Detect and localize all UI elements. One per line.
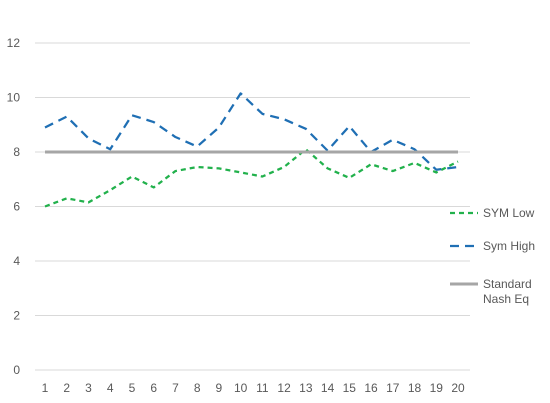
x-tick-label: 6 [150, 381, 157, 395]
x-tick-label: 13 [299, 381, 313, 395]
x-tick-label: 1 [42, 381, 49, 395]
x-tick-label: 5 [129, 381, 136, 395]
x-tick-label: 16 [364, 381, 378, 395]
series-lines [44, 92, 459, 208]
y-tick-label: 6 [13, 200, 20, 214]
y-tick-label: 4 [13, 254, 20, 268]
x-tick-label: 18 [408, 381, 422, 395]
gridlines [35, 42, 470, 371]
legend-label: Nash Eq [483, 292, 529, 306]
x-tick-label: 3 [85, 381, 92, 395]
y-tick-label: 0 [13, 363, 20, 377]
y-tick-label: 10 [7, 91, 21, 105]
x-tick-label: 9 [216, 381, 223, 395]
x-tick-label: 15 [343, 381, 357, 395]
x-tick-label: 10 [234, 381, 248, 395]
x-tick-label: 11 [256, 381, 269, 395]
legend-label: Sym High [483, 239, 535, 253]
x-tick-label: 2 [63, 381, 70, 395]
y-tick-label: 12 [7, 36, 21, 50]
x-tick-label: 12 [277, 381, 291, 395]
y-axis-ticks: 0 2 4 6 8 10 12 [7, 36, 21, 377]
x-tick-label: 4 [107, 381, 114, 395]
series-line-1 [44, 92, 459, 171]
x-tick-label: 19 [430, 381, 444, 395]
y-tick-label: 8 [13, 145, 20, 159]
x-tick-label: 17 [386, 381, 400, 395]
legend-label: Standard [483, 277, 532, 291]
y-tick-label: 2 [13, 309, 20, 323]
x-tick-label: 8 [194, 381, 201, 395]
x-tick-label: 14 [321, 381, 335, 395]
x-tick-label: 7 [172, 381, 179, 395]
series-line-0 [44, 148, 459, 208]
x-axis-ticks: 1 2 3 4 5 6 7 8 9 10 11 12 13 14 15 16 17 18 19 20 [42, 381, 465, 395]
legend-label: SYM Low [483, 206, 535, 220]
x-tick-label: 20 [451, 381, 465, 395]
